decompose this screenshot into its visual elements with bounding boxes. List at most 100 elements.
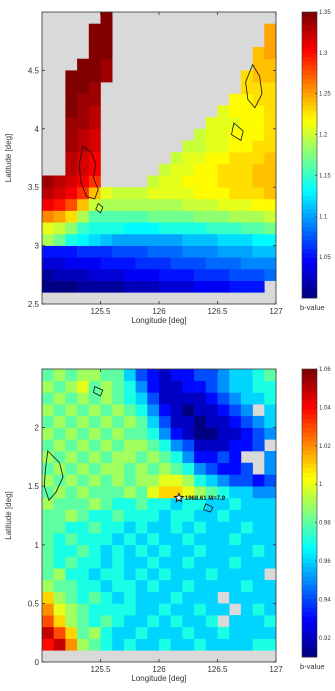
heatmap-cell xyxy=(217,222,230,235)
heatmap-cell xyxy=(205,280,218,293)
heatmap-cell xyxy=(170,392,183,405)
epicenter-label: 1968.61 M=7.9 xyxy=(185,496,226,502)
colorbar-segment xyxy=(302,20,317,26)
heatmap-cell xyxy=(240,140,253,153)
heatmap-cell xyxy=(182,521,195,534)
heatmap-cell xyxy=(205,152,218,165)
heatmap-cell xyxy=(194,427,207,440)
colorbar-segment xyxy=(302,38,317,44)
colorbar-frame xyxy=(301,11,318,299)
heatmap-cell xyxy=(100,591,113,604)
heatmap-cell xyxy=(88,638,101,651)
heatmap-cell xyxy=(205,210,218,223)
heatmap-cell xyxy=(229,175,242,188)
heatmap-cell xyxy=(100,626,113,639)
heatmap-cell xyxy=(229,439,242,452)
heatmap-cell xyxy=(205,187,218,200)
heatmap-cell xyxy=(217,117,230,130)
heatmap-cell xyxy=(229,415,242,428)
heatmap-cell xyxy=(135,222,148,235)
colorbar-segment xyxy=(302,567,317,572)
heatmap-cell xyxy=(240,533,253,546)
heatmap-cell xyxy=(42,427,54,440)
heatmap-cell xyxy=(240,82,253,95)
colorbar-label: b-value xyxy=(300,303,325,312)
heatmap-cell xyxy=(65,222,78,235)
heatmap-cell xyxy=(229,163,242,176)
heatmap-cell xyxy=(88,70,101,83)
heatmap-cell xyxy=(88,233,101,246)
colorbar-tick-label: 0.98 xyxy=(319,521,331,527)
heatmap-cell xyxy=(240,187,253,200)
heatmap-cell xyxy=(77,462,90,475)
plot-area: 1968.61 M=7.9 125.5 126 126.5 127 0 0.5 1 1.5 2 Lo… xyxy=(4,367,331,683)
heatmap-cell xyxy=(182,591,195,604)
heatmap-cell xyxy=(217,105,230,118)
heatmap-cell xyxy=(159,615,171,628)
colorbar-segment xyxy=(302,499,317,505)
heatmap-cell xyxy=(217,198,230,211)
heatmap-cell xyxy=(205,486,218,499)
colorbar-segment xyxy=(302,244,317,250)
heatmap-cell xyxy=(194,509,207,522)
heatmap-cell xyxy=(229,268,242,281)
heatmap-cell xyxy=(112,268,125,281)
heatmap-cell xyxy=(77,233,90,246)
heatmap-cell xyxy=(147,268,160,281)
heatmap-cell xyxy=(42,451,54,464)
heatmap-cell xyxy=(264,579,277,592)
heatmap-cell xyxy=(88,603,101,616)
heatmap-cell xyxy=(194,380,207,393)
heatmap-cell xyxy=(77,268,90,281)
heatmap-cell xyxy=(53,486,66,499)
heatmap-cell xyxy=(205,245,218,258)
heatmap-cell xyxy=(194,233,207,246)
heatmap-cell xyxy=(100,544,113,557)
heatmap-cell xyxy=(112,380,125,393)
heatmap-cell xyxy=(123,603,136,616)
heatmap-cell xyxy=(147,626,160,639)
heatmap-cell xyxy=(252,117,265,130)
heatmap-cell xyxy=(88,615,101,628)
heatmap-cell xyxy=(112,280,125,293)
colorbar-segment xyxy=(302,217,317,223)
heatmap-cell xyxy=(182,369,195,382)
heatmap-cell xyxy=(65,369,78,382)
heatmap-cell xyxy=(217,404,230,417)
colorbar-segment xyxy=(302,463,317,469)
heatmap-cell xyxy=(42,233,54,246)
colorbar-segment xyxy=(302,257,317,263)
heatmap-cell xyxy=(112,615,125,628)
colorbar-segment xyxy=(302,65,317,71)
colorbar-segment xyxy=(302,213,317,218)
coastline xyxy=(43,450,64,502)
colorbar-segment xyxy=(302,535,317,541)
heatmap-cell xyxy=(240,163,253,176)
heatmap-cell xyxy=(194,474,207,487)
heatmap-cell xyxy=(182,439,195,452)
colorbar-segment xyxy=(302,639,317,644)
heatmap-cell xyxy=(53,268,66,281)
heatmap-cell xyxy=(159,579,171,592)
heatmap-cell xyxy=(217,369,230,382)
heatmap-cell xyxy=(252,280,265,293)
heatmap-cell xyxy=(65,404,78,417)
heatmap-cell xyxy=(264,233,277,246)
colorbar-segment xyxy=(302,262,317,268)
heatmap-cell xyxy=(182,615,195,628)
heatmap-cell xyxy=(53,280,66,293)
colorbar-segment xyxy=(302,531,317,536)
heatmap-cell xyxy=(123,591,136,604)
heatmap-cell xyxy=(123,579,136,592)
heatmap-cell xyxy=(252,380,265,393)
heatmap-cell xyxy=(229,497,242,510)
heatmap-cell xyxy=(264,591,277,604)
heatmap-cell xyxy=(229,509,242,522)
heatmap-cell xyxy=(42,198,54,211)
colorbar-segment xyxy=(302,92,317,98)
heatmap-cell xyxy=(205,591,218,604)
heatmap-cell xyxy=(112,462,125,475)
colorbar-segment xyxy=(302,643,317,649)
heatmap-cell xyxy=(100,603,113,616)
heatmap-cell xyxy=(229,427,242,440)
